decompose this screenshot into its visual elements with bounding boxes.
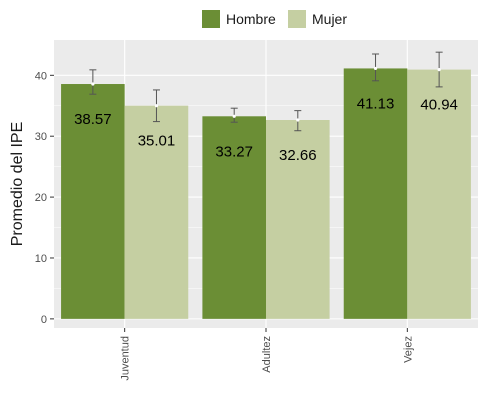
y-tick-label: 20 [35, 192, 47, 204]
y-axis: 0 10 20 30 40 [35, 70, 54, 326]
data-label: 40.94 [420, 97, 458, 114]
y-tick-label: 30 [35, 131, 47, 143]
legend-label-mujer: Mujer [312, 11, 347, 27]
mean-point [232, 114, 236, 118]
legend: Hombre Mujer [202, 10, 347, 28]
bar-mujer-juventud [124, 105, 189, 319]
mean-point [437, 67, 441, 72]
data-label: 38.57 [74, 111, 112, 128]
bar-hombre-juventud [61, 84, 125, 319]
mean-point [296, 118, 300, 122]
error-bars [89, 51, 443, 132]
x-axis: Juventud Adultez Vejez [120, 328, 414, 381]
mean-point [373, 66, 378, 71]
y-tick-label: 40 [35, 70, 47, 82]
data-labels: 38.57 33.27 41.13 35.01 32.66 40.94 [74, 95, 458, 164]
bar-hombre-adultez [202, 116, 266, 319]
y-axis-title: Promedio del IPE [9, 122, 26, 247]
mean-point [154, 104, 159, 108]
bar-mujer-adultez [266, 120, 330, 319]
legend-swatch-hombre [202, 10, 220, 28]
y-tick-label: 0 [41, 314, 47, 326]
bar-mujer-vejez [407, 69, 471, 319]
y-tick-label: 10 [35, 253, 47, 265]
data-label: 41.13 [357, 95, 395, 112]
x-tick-label: Vejez [402, 336, 414, 363]
legend-label-hombre: Hombre [226, 11, 276, 27]
x-tick-label: Adultez [261, 336, 273, 373]
data-label: 35.01 [138, 133, 176, 150]
legend-swatch-mujer [288, 10, 306, 28]
x-tick-label: Juventud [120, 336, 132, 381]
data-label: 33.27 [215, 143, 253, 160]
data-label: 32.66 [279, 147, 317, 164]
mean-point [91, 82, 95, 86]
bar-hombre-vejez [343, 68, 408, 319]
bars [61, 68, 471, 319]
